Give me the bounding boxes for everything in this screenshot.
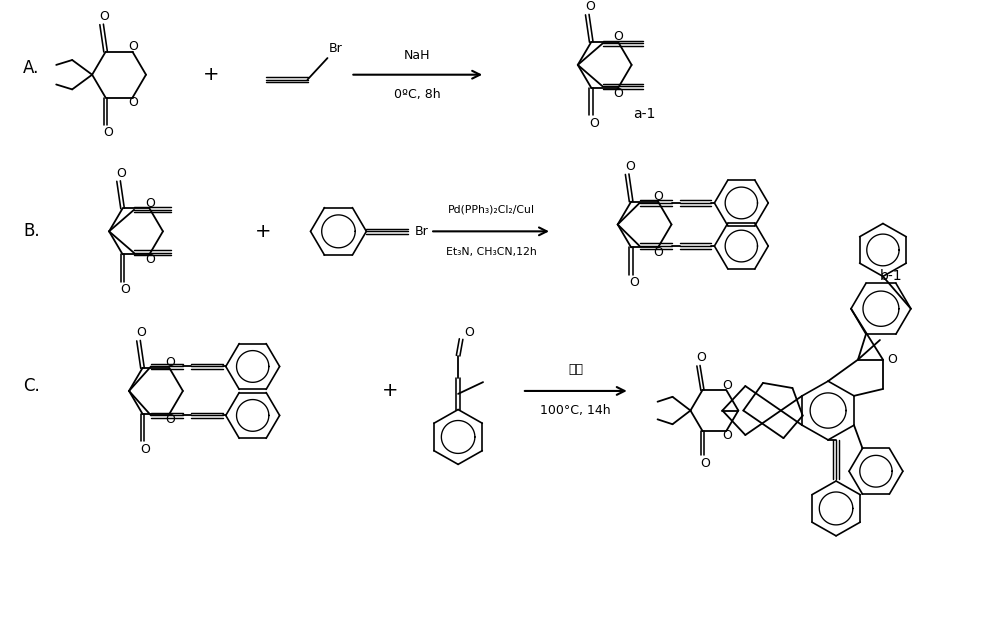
Text: O: O bbox=[722, 429, 732, 442]
Text: O: O bbox=[654, 190, 663, 203]
Text: O: O bbox=[614, 87, 624, 100]
Text: O: O bbox=[141, 442, 150, 456]
Text: O: O bbox=[165, 356, 175, 369]
Text: +: + bbox=[382, 381, 399, 401]
Text: Br: Br bbox=[329, 42, 342, 55]
Text: O: O bbox=[145, 196, 155, 209]
Text: O: O bbox=[464, 325, 474, 339]
Text: b-1: b-1 bbox=[880, 270, 902, 283]
Text: O: O bbox=[589, 117, 599, 130]
Text: a-1: a-1 bbox=[633, 107, 656, 121]
Text: O: O bbox=[625, 160, 635, 173]
Text: O: O bbox=[700, 456, 710, 470]
Text: O: O bbox=[165, 413, 175, 426]
Text: O: O bbox=[629, 276, 639, 289]
Text: O: O bbox=[145, 253, 155, 266]
Text: +: + bbox=[203, 65, 219, 84]
Text: O: O bbox=[614, 30, 624, 43]
Text: O: O bbox=[117, 167, 126, 180]
Text: O: O bbox=[128, 40, 138, 53]
Text: O: O bbox=[100, 10, 110, 23]
Text: 甲苯: 甲苯 bbox=[568, 363, 583, 376]
Text: O: O bbox=[697, 351, 706, 365]
Text: A.: A. bbox=[23, 59, 40, 77]
Text: NaH: NaH bbox=[404, 49, 430, 62]
Text: Et₃N, CH₃CN,12h: Et₃N, CH₃CN,12h bbox=[446, 247, 536, 257]
Text: C.: C. bbox=[23, 377, 40, 395]
Text: +: + bbox=[254, 222, 271, 241]
Text: Pd(PPh₃)₂Cl₂/CuI: Pd(PPh₃)₂Cl₂/CuI bbox=[447, 205, 535, 215]
Text: O: O bbox=[887, 353, 897, 366]
Text: O: O bbox=[137, 326, 146, 340]
Text: O: O bbox=[128, 96, 138, 110]
Text: Br: Br bbox=[414, 225, 428, 238]
Text: O: O bbox=[722, 379, 732, 392]
Text: O: O bbox=[654, 247, 663, 259]
Text: O: O bbox=[104, 126, 114, 139]
Text: B.: B. bbox=[23, 222, 40, 240]
Text: O: O bbox=[585, 0, 595, 13]
Text: O: O bbox=[121, 283, 130, 296]
Text: 100°C, 14h: 100°C, 14h bbox=[540, 404, 611, 417]
Text: 0ºC, 8h: 0ºC, 8h bbox=[394, 88, 441, 101]
